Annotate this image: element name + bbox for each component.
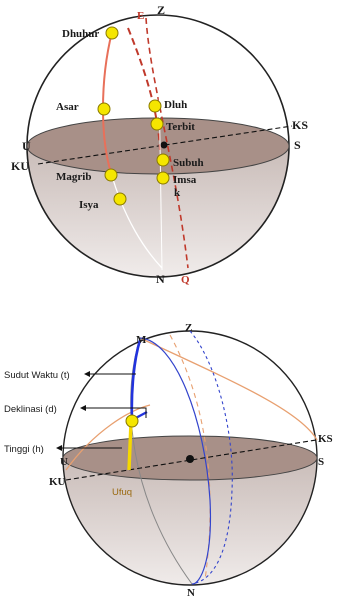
hour-circle-dashed xyxy=(189,330,233,585)
label-s: S xyxy=(294,138,301,152)
bottom-sphere: Sudut Waktu (t) Deklinasi (d) Tinggi (h)… xyxy=(4,322,333,599)
label-ku: KU xyxy=(11,159,29,173)
center-point-2 xyxy=(186,455,194,463)
arrowhead-tinggi xyxy=(56,445,62,451)
label-dhuhur: Dhuhur xyxy=(62,28,99,40)
label-dluh: Dluh xyxy=(164,99,187,111)
label-ks: KS xyxy=(292,118,308,132)
polar-axis-2 xyxy=(65,439,317,481)
label-u2: U xyxy=(60,456,68,468)
hour-circle xyxy=(139,337,212,585)
label-sudut-waktu: Sudut Waktu (t) xyxy=(4,370,70,381)
label-n2: N xyxy=(187,587,195,599)
label-n: N xyxy=(156,272,165,286)
sun-asar xyxy=(97,102,111,116)
label-imsak: Imsa xyxy=(173,174,197,186)
label-deklinasi: Deklinasi (d) xyxy=(4,404,57,415)
label-ks2: KS xyxy=(318,433,333,445)
label-asar: Asar xyxy=(56,101,79,113)
label-zenith: Z xyxy=(157,3,165,17)
label-ufuq: Ufuq xyxy=(112,487,132,498)
sun-dhuhur xyxy=(105,26,119,40)
sun-subuh xyxy=(156,153,170,167)
top-sphere: Z E Dhuhur Asar Dluh Terbit U KU KS S Ma… xyxy=(11,3,308,286)
label-ku2: KU xyxy=(49,476,66,488)
label-z2: Z xyxy=(185,322,192,334)
equator-meridian xyxy=(145,17,189,269)
sun-position xyxy=(125,414,139,428)
hour-angle-arc xyxy=(130,339,142,421)
label-magrib: Magrib xyxy=(56,171,91,183)
sun-terbit xyxy=(150,117,164,131)
label-subuh: Subuh xyxy=(173,157,204,169)
label-q: Q xyxy=(181,274,190,286)
sun-path-upper xyxy=(139,337,318,441)
deklinasi-bracket xyxy=(138,407,147,418)
sun-magrib xyxy=(104,168,118,182)
sun-imsak xyxy=(156,171,170,185)
label-e: E xyxy=(137,10,144,22)
dawn-arc xyxy=(127,27,161,151)
label-tinggi: Tinggi (h) xyxy=(4,444,44,455)
arrowhead-sudut-waktu xyxy=(84,371,90,377)
sun-night-path xyxy=(111,175,163,269)
center-point xyxy=(160,141,168,149)
sun-isya xyxy=(113,192,127,206)
label-terbit: Terbit xyxy=(166,121,195,133)
label-s2: S xyxy=(318,456,324,468)
altitude-line xyxy=(127,421,133,471)
sun-dluh xyxy=(148,99,162,113)
arrowhead-deklinasi xyxy=(80,405,86,411)
sun-path-left xyxy=(65,404,151,471)
label-isya: Isya xyxy=(79,199,99,211)
label-m: M xyxy=(136,334,147,346)
label-u: U xyxy=(22,139,31,153)
label-imsak-k: k xyxy=(174,187,181,199)
vertical-line xyxy=(157,15,163,271)
